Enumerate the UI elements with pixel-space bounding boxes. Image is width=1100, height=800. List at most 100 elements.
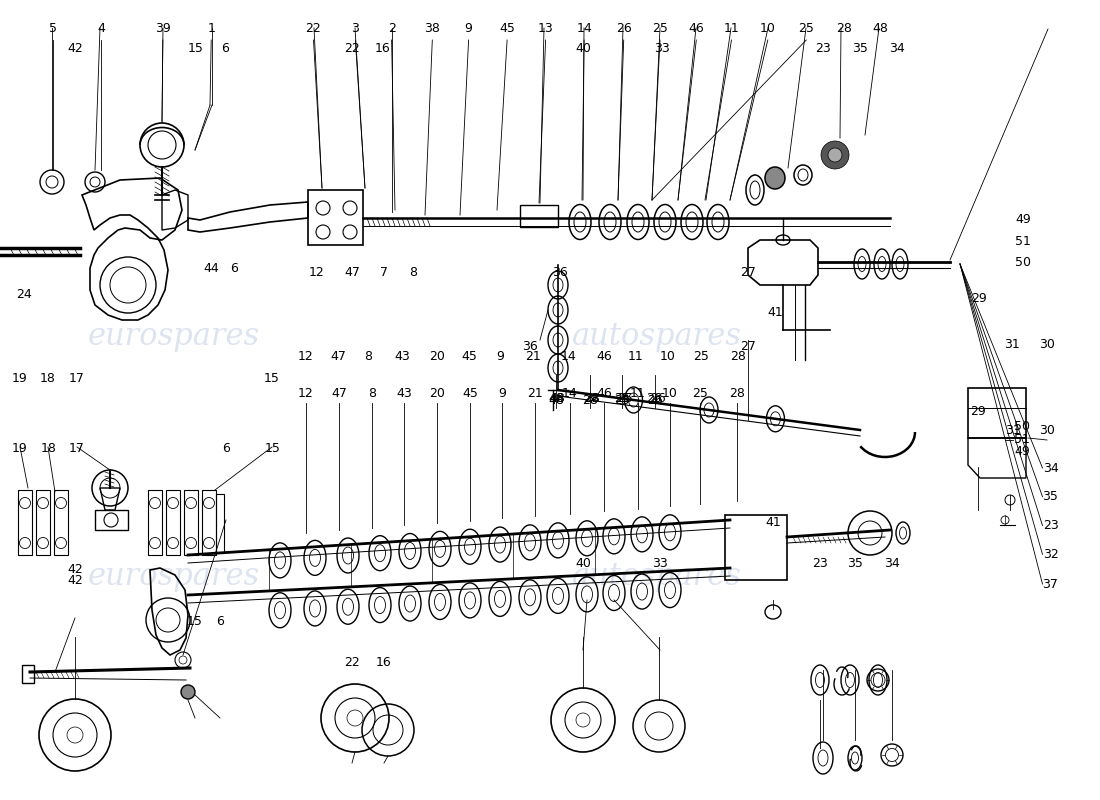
Text: 18: 18 [41,442,56,454]
Text: 31: 31 [1004,338,1020,350]
Text: 10: 10 [760,22,775,34]
Text: 28: 28 [836,22,851,34]
Text: 49: 49 [1014,445,1030,458]
Text: 45: 45 [499,22,515,34]
Text: 4: 4 [97,22,106,34]
Text: 42: 42 [67,42,82,54]
Text: 20: 20 [429,387,444,400]
Text: 41: 41 [768,306,783,318]
Text: 30: 30 [1040,423,1055,437]
Bar [308,190,363,245]
Text: 21: 21 [526,350,541,362]
Text: 32: 32 [1043,548,1058,561]
Text: 15: 15 [264,372,279,385]
Text: 6: 6 [230,262,239,274]
Text: 45: 45 [462,350,477,362]
Text: 42: 42 [67,574,82,587]
Bar [216,494,224,552]
Text: 25: 25 [799,22,814,34]
Text: 44: 44 [204,262,219,274]
Text: 23: 23 [1043,519,1058,532]
Text: 16: 16 [375,42,390,54]
Text: 8: 8 [368,387,376,400]
Text: 1: 1 [207,22,216,34]
Text: 28: 28 [582,394,598,406]
Text: 45: 45 [462,387,477,400]
Text: 47: 47 [331,350,346,362]
Text: 39: 39 [155,22,170,34]
Text: 30: 30 [1040,338,1055,350]
Text: 28: 28 [730,350,746,362]
Ellipse shape [828,148,842,162]
Text: 6: 6 [222,442,230,455]
Text: 12: 12 [309,266,324,278]
Text: 36: 36 [552,266,568,278]
Text: autospares: autospares [572,321,741,351]
Text: 12: 12 [298,387,314,400]
Text: 51: 51 [1014,433,1030,446]
Bar [148,490,162,555]
Bar [725,515,786,580]
Text: 34: 34 [889,42,904,54]
Text: 37: 37 [1043,578,1058,590]
Bar [184,490,198,555]
Bar [54,490,68,555]
Text: 43: 43 [396,387,411,400]
Text: 35: 35 [852,42,868,54]
Text: 26: 26 [650,392,666,405]
Text: 22: 22 [306,22,321,34]
Text: 10: 10 [660,350,675,362]
Text: 25: 25 [617,392,632,405]
Text: 21: 21 [527,387,543,400]
Text: 50: 50 [1014,420,1030,434]
Text: 28: 28 [729,387,745,400]
Text: 49: 49 [1015,213,1031,226]
Text: 46: 46 [596,387,612,400]
Text: 19: 19 [12,442,28,454]
Text: 11: 11 [630,387,646,400]
Text: 28: 28 [583,392,598,405]
Text: 34: 34 [1043,462,1058,474]
Text: 7: 7 [379,266,388,278]
Text: 17: 17 [69,372,85,385]
Text: 35: 35 [1043,490,1058,503]
Text: 14: 14 [561,350,576,362]
Text: 41: 41 [766,516,781,529]
Text: 29: 29 [971,292,987,305]
Bar [18,490,32,555]
Text: 47: 47 [344,266,360,278]
Bar [202,490,216,555]
Text: 15: 15 [265,442,280,454]
Text: 26: 26 [646,392,662,405]
Text: 26: 26 [647,394,663,406]
Text: 18: 18 [40,372,56,385]
Text: 16: 16 [376,656,392,670]
Bar [520,205,558,227]
Text: 35: 35 [847,557,862,570]
Text: 48: 48 [548,394,564,406]
Text: 9: 9 [496,350,505,362]
Text: 33: 33 [652,558,668,570]
Text: 17: 17 [69,442,85,454]
Text: 25: 25 [614,394,630,406]
Bar [36,490,50,555]
Text: 27: 27 [740,266,756,278]
Text: 14: 14 [562,387,578,400]
Text: 2: 2 [387,22,396,34]
Text: 48: 48 [872,22,888,34]
Text: 15: 15 [188,42,204,54]
Text: 36: 36 [522,339,538,353]
Text: 19: 19 [12,372,28,385]
Ellipse shape [182,685,195,699]
Text: 6: 6 [221,42,230,54]
Text: 6: 6 [216,614,224,628]
Text: 27: 27 [740,339,756,353]
Text: 11: 11 [628,350,643,362]
Text: 23: 23 [812,557,828,570]
Text: 25: 25 [693,350,708,362]
Text: 23: 23 [815,42,830,54]
Text: 48: 48 [549,392,564,405]
Text: 48: 48 [549,392,565,405]
Text: 8: 8 [364,350,373,362]
Text: 40: 40 [575,42,591,54]
